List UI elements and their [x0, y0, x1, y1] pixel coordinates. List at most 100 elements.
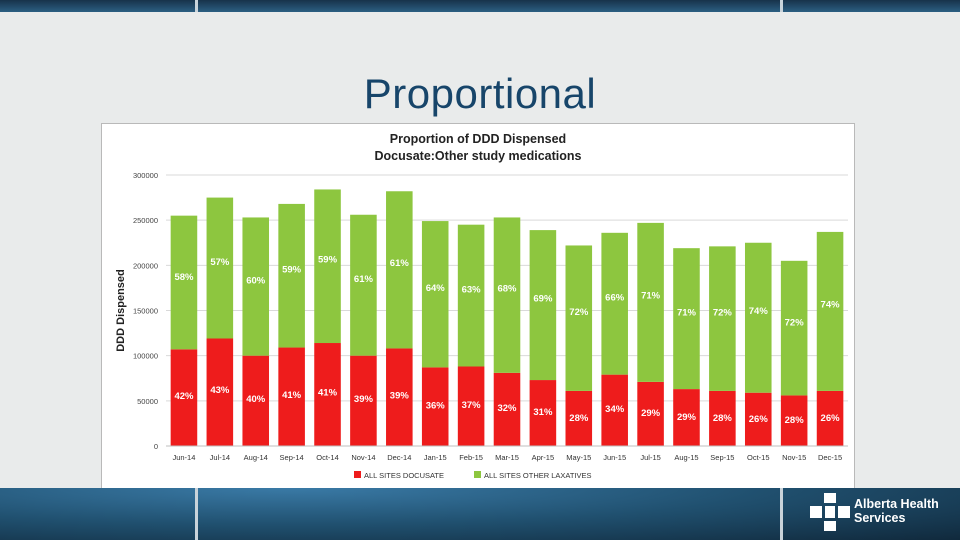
x-tick-label: Nov-14 — [351, 453, 375, 462]
data-label-other-laxatives: 64% — [426, 283, 446, 294]
data-label-docusate: 36% — [426, 400, 446, 411]
ahs-logo: Alberta Health Services — [810, 493, 940, 533]
banner-divider — [195, 0, 198, 12]
top-banner — [0, 0, 960, 12]
data-label-other-laxatives: 59% — [318, 255, 338, 266]
x-tick-label: Apr-15 — [532, 453, 555, 462]
x-tick-label: Feb-15 — [459, 453, 483, 462]
data-label-other-laxatives: 57% — [210, 257, 230, 268]
data-label-docusate: 41% — [282, 390, 302, 401]
bar-segment-other-laxatives — [421, 221, 449, 368]
data-label-other-laxatives: 72% — [569, 307, 589, 318]
bar-segment-other-laxatives — [709, 246, 736, 391]
data-label-other-laxatives: 61% — [354, 274, 374, 285]
y-tick-label: 150000 — [133, 307, 158, 316]
data-label-other-laxatives: 58% — [174, 272, 194, 283]
data-label-docusate: 29% — [677, 412, 697, 423]
bar-segment-other-laxatives — [565, 245, 593, 391]
bar-segment-docusate — [565, 390, 593, 446]
stacked-bar-chart: Proportion of DDD Dispensed Docusate:Othe… — [115, 132, 848, 480]
banner-divider — [780, 488, 783, 540]
bar-segment-docusate — [493, 372, 521, 446]
y-axis-label: DDD Dispensed — [115, 269, 127, 352]
x-tick-label: Oct-14 — [316, 453, 339, 462]
banner-divider — [195, 488, 198, 540]
data-label-other-laxatives: 72% — [785, 317, 805, 328]
x-tick-label: Sep-14 — [280, 453, 304, 462]
bar-segment-other-laxatives — [170, 215, 198, 350]
data-label-other-laxatives: 71% — [641, 290, 661, 301]
data-label-docusate: 42% — [174, 391, 194, 402]
data-label-other-laxatives: 66% — [605, 293, 625, 304]
x-tick-label: Jan-15 — [424, 453, 447, 462]
bar-segment-other-laxatives — [314, 189, 341, 344]
x-tick-label: Sep-15 — [710, 453, 734, 462]
data-label-docusate: 31% — [533, 407, 553, 418]
data-label-docusate: 28% — [713, 413, 733, 424]
bar-segment-other-laxatives — [673, 248, 700, 390]
bar-segment-other-laxatives — [206, 197, 234, 339]
y-tick-label: 250000 — [133, 216, 158, 225]
data-label-other-laxatives: 61% — [390, 258, 410, 269]
bar-segment-docusate — [780, 395, 808, 446]
bar-segment-docusate — [709, 390, 736, 446]
data-label-docusate: 26% — [821, 413, 841, 424]
data-label-other-laxatives: 60% — [246, 276, 266, 287]
bar-segment-other-laxatives — [386, 191, 413, 349]
bar-segment-docusate — [457, 366, 485, 446]
chart-title: Proportion of DDD Dispensed — [390, 132, 566, 146]
x-tick-label: Mar-15 — [495, 453, 519, 462]
banner-divider — [780, 0, 783, 12]
x-tick-label: Aug-15 — [674, 453, 698, 462]
data-label-docusate: 26% — [749, 414, 769, 425]
chart-frame: Proportion of DDD Dispensed Docusate:Othe… — [101, 123, 855, 491]
data-label-docusate: 34% — [605, 404, 625, 415]
data-label-docusate: 28% — [785, 415, 805, 426]
y-tick-label: 50000 — [137, 397, 158, 406]
data-label-docusate: 40% — [246, 394, 266, 405]
data-label-docusate: 28% — [569, 413, 589, 424]
data-label-docusate: 41% — [318, 387, 338, 398]
bar-segment-docusate — [386, 348, 413, 446]
data-label-other-laxatives: 63% — [462, 285, 482, 296]
x-tick-label: Aug-14 — [244, 453, 268, 462]
bar-segment-docusate — [816, 390, 844, 446]
bar-segment-other-laxatives — [457, 224, 485, 367]
x-tick-label: Dec-14 — [387, 453, 411, 462]
bar-segment-other-laxatives — [637, 222, 664, 382]
data-label-other-laxatives: 59% — [282, 265, 302, 276]
ahs-cross-icon — [810, 493, 850, 531]
y-tick-label: 100000 — [133, 352, 158, 361]
bar-segment-docusate — [529, 380, 557, 446]
data-label-other-laxatives: 69% — [533, 294, 553, 305]
bar-segment-other-laxatives — [780, 260, 808, 396]
bar-segment-docusate — [350, 355, 377, 446]
data-label-other-laxatives: 68% — [497, 283, 517, 294]
data-label-other-laxatives: 72% — [713, 307, 733, 318]
bar-segment-docusate — [673, 389, 700, 446]
x-tick-label: Jul-15 — [640, 453, 660, 462]
data-label-docusate: 29% — [641, 408, 661, 419]
data-label-docusate: 39% — [390, 390, 410, 401]
bar-segment-other-laxatives — [278, 203, 305, 348]
x-tick-label: Oct-15 — [747, 453, 770, 462]
bar-segment-docusate — [206, 338, 234, 446]
y-tick-label: 0 — [154, 442, 158, 451]
data-label-docusate: 43% — [210, 385, 230, 396]
legend-swatch-docusate — [354, 471, 361, 478]
bar-segment-other-laxatives — [601, 232, 628, 375]
legend-label-docusate: ALL SITES DOCUSATE — [364, 471, 444, 480]
x-tick-label: Jun-15 — [603, 453, 626, 462]
bar-segment-other-laxatives — [350, 214, 377, 356]
x-tick-label: Jun-14 — [172, 453, 195, 462]
y-tick-label: 200000 — [133, 261, 158, 270]
bottom-banner — [0, 488, 960, 540]
bar-segment-docusate — [278, 347, 305, 446]
bar-segment-docusate — [601, 374, 628, 446]
legend-label-other-laxatives: ALL SITES OTHER LAXATIVES — [484, 471, 592, 480]
bar-segment-docusate — [421, 367, 449, 446]
y-tick-label: 300000 — [133, 171, 158, 180]
bar-segment-other-laxatives — [242, 217, 270, 356]
bar-segment-other-laxatives — [744, 242, 772, 393]
chart-subtitle: Docusate:Other study medications — [375, 149, 582, 163]
